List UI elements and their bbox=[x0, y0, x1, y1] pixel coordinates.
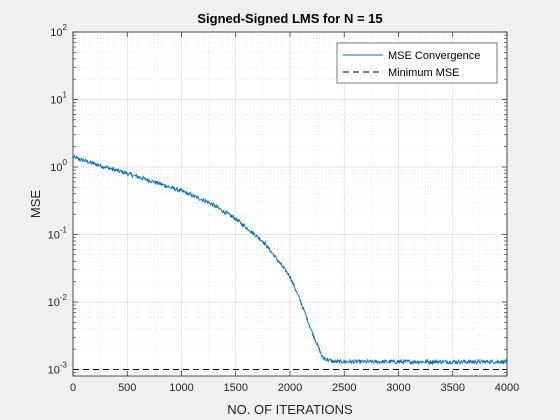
legend-label-mse-convergence: MSE Convergence bbox=[388, 50, 480, 62]
x-tick-label: 1000 bbox=[169, 382, 193, 394]
x-tick-label: 2000 bbox=[278, 382, 302, 394]
x-tick-label: 2500 bbox=[332, 382, 356, 394]
y-axis-label: MSE bbox=[28, 190, 43, 219]
ticks bbox=[72, 31, 508, 377]
y-tick-label: 10-2 bbox=[48, 293, 68, 309]
x-tick-label: 4000 bbox=[495, 382, 519, 394]
x-tick-label: 0 bbox=[70, 382, 76, 394]
chart-title: Signed-Signed LMS for N = 15 bbox=[197, 11, 382, 26]
y-tick-label: 10-1 bbox=[48, 225, 68, 241]
x-tick-label: 1500 bbox=[224, 382, 248, 394]
legend-label-minimum-mse: Minimum MSE bbox=[388, 67, 460, 79]
y-tick-label: 100 bbox=[50, 158, 67, 174]
y-tick-label: 10-3 bbox=[48, 360, 68, 376]
x-tick-label: 3000 bbox=[386, 382, 410, 394]
x-axis-label: NO. OF ITERATIONS bbox=[227, 402, 353, 417]
series-layer bbox=[72, 154, 508, 370]
x-tick-label: 500 bbox=[118, 382, 136, 394]
legend-box bbox=[336, 42, 498, 84]
series-line-mse-convergence bbox=[72, 154, 508, 366]
x-tick-label: 3500 bbox=[441, 382, 465, 394]
legend: MSE Convergence Minimum MSE bbox=[336, 42, 498, 84]
y-tick-label: 102 bbox=[50, 23, 67, 39]
y-tick-label: 101 bbox=[50, 90, 67, 106]
grid bbox=[72, 31, 508, 377]
tick-labels: 0 500 1000 1500 2000 2500 3000 3500 4000 10-3 10-2… bbox=[48, 23, 520, 394]
